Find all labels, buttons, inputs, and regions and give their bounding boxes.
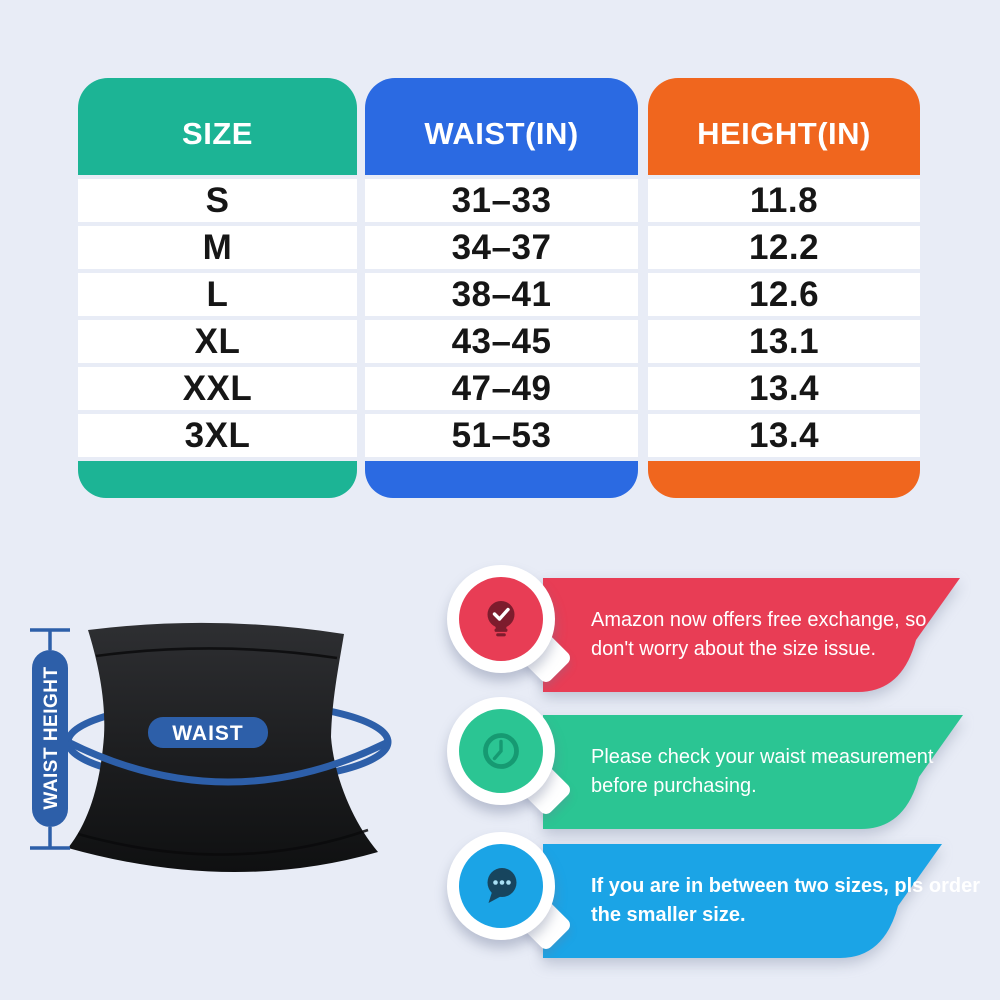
callout-line: the smaller size. <box>591 904 746 926</box>
table-cell: 11.8 <box>648 179 920 222</box>
clock-icon <box>459 709 543 793</box>
callout-exchange: Amazon now offers free exchange, so don'… <box>543 578 960 692</box>
table-cell: 43–45 <box>365 320 638 363</box>
callout-line: If you are in between two sizes, pls ord… <box>591 875 980 897</box>
size-column: SIZE S M L XL XXL 3XL <box>78 78 357 498</box>
callout-measure: Please check your waist measurement befo… <box>543 715 963 829</box>
height-column-header: HEIGHT(IN) <box>648 78 920 175</box>
table-cell: 31–33 <box>365 179 638 222</box>
table-cell: 34–37 <box>365 226 638 269</box>
callout-between-sizes: If you are in between two sizes, pls ord… <box>543 844 980 958</box>
waist-trainer-diagram: WAIST WAIST HEIGHT <box>30 622 392 873</box>
callout-line: don't worry about the size issue. <box>591 638 877 660</box>
callout-text: If you are in between two sizes, pls ord… <box>543 844 980 958</box>
sizes-badge <box>447 832 573 952</box>
callout-text: Amazon now offers free exchange, so don'… <box>543 578 960 692</box>
measure-badge <box>447 697 573 817</box>
size-column-header: SIZE <box>78 78 357 175</box>
callout-line: before purchasing. <box>591 775 757 797</box>
callout-line: Amazon now offers free exchange, so <box>591 609 927 631</box>
banner-ribbon <box>543 715 963 829</box>
bulb-check-icon <box>459 577 543 661</box>
waist-height-label: WAIST HEIGHT <box>41 666 62 809</box>
size-column-footer <box>78 461 357 498</box>
table-cell: XL <box>78 320 357 363</box>
waist-ellipse-front-arc <box>66 738 390 786</box>
table-cell: M <box>78 226 357 269</box>
chat-glyph <box>487 868 517 903</box>
table-cell: 12.6 <box>648 273 920 316</box>
table-cell: 38–41 <box>365 273 638 316</box>
waist-height-pill <box>32 650 68 827</box>
waist-column-header: WAIST(IN) <box>365 78 638 175</box>
table-cell: 12.2 <box>648 226 920 269</box>
exchange-badge <box>447 565 573 685</box>
bulb-check-glyph <box>487 601 515 637</box>
waist-column-footer <box>365 461 638 498</box>
table-cell: L <box>78 273 357 316</box>
chat-icon <box>459 844 543 928</box>
corset-top-seam <box>95 647 338 660</box>
waist-label: WAIST <box>172 722 244 745</box>
callout-banner-shape <box>543 715 963 829</box>
table-cell: 13.4 <box>648 414 920 457</box>
table-cell: 13.1 <box>648 320 920 363</box>
waist-column: WAIST(IN) 31–33 34–37 38–41 43–45 47–49 … <box>365 78 638 498</box>
table-cell: 47–49 <box>365 367 638 410</box>
height-column: HEIGHT(IN) 11.8 12.2 12.6 13.1 13.4 13.4 <box>648 78 920 498</box>
callout-banner-shape <box>543 578 960 692</box>
height-column-footer <box>648 461 920 498</box>
clock-glyph <box>483 733 519 769</box>
table-cell: 3XL <box>78 414 357 457</box>
table-cell: 51–53 <box>365 414 638 457</box>
banner-ribbon <box>543 578 960 692</box>
callout-text: Please check your waist measurement befo… <box>543 715 963 829</box>
banner-ribbon <box>543 844 942 958</box>
height-measure-lines <box>30 628 70 850</box>
callout-line: Please check your waist measurement <box>591 746 934 768</box>
table-cell: XXL <box>78 367 357 410</box>
table-cell: 13.4 <box>648 367 920 410</box>
table-cell: S <box>78 179 357 222</box>
corset-bottom-seam <box>77 828 369 856</box>
callout-banner-shape <box>543 844 942 958</box>
waist-label-pill <box>148 717 268 748</box>
